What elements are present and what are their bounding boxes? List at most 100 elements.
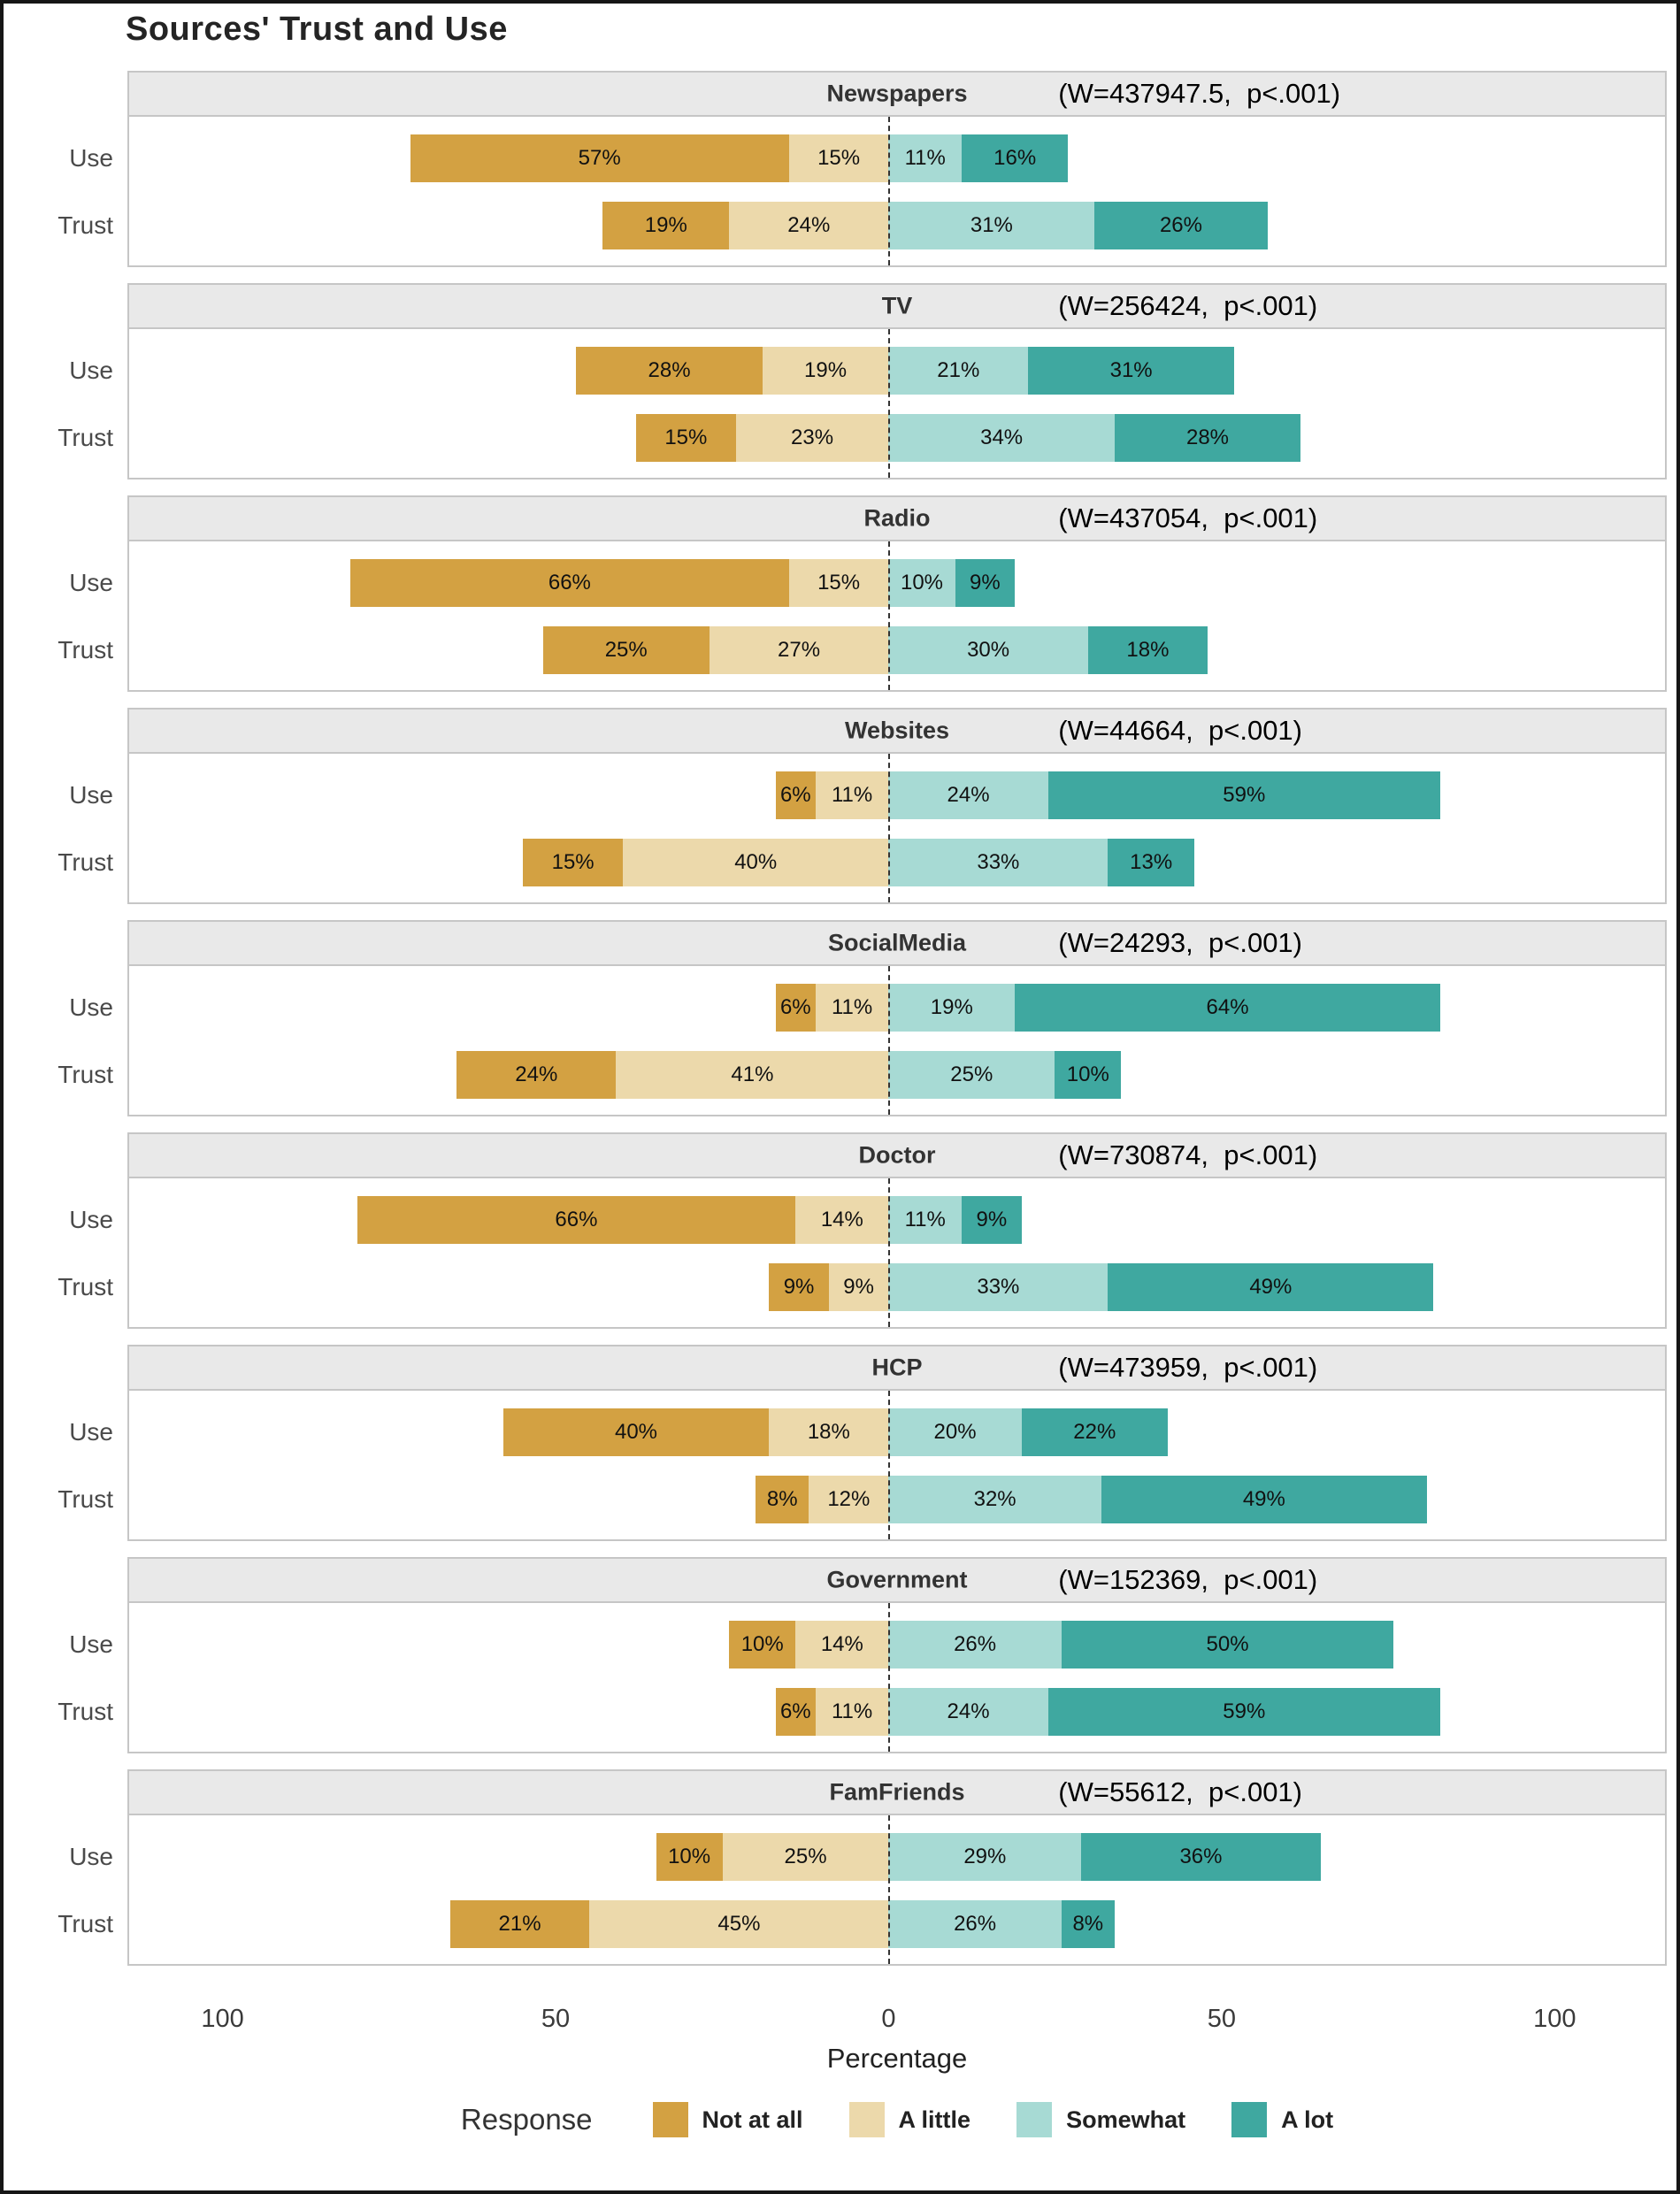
bar-value-label: 33% [977,850,1020,874]
bar-segment-not-at-all: 6% [775,984,816,1032]
row-label: Use [69,1206,113,1233]
row-label: Trust [58,1485,113,1513]
panel-source-name: Websites [844,717,950,744]
bar-value-label: 28% [1185,426,1230,449]
bar-value-label: 31% [1109,358,1153,382]
bar-segment-not-at-all: 25% [542,626,710,674]
bar-segment-a-lot: 9% [962,1196,1022,1244]
chart-title: Sources' Trust and Use [126,11,508,48]
panel-strip: Government (W=152369, p<.001) [129,1559,1665,1603]
bar-value-label: 12% [827,1487,871,1511]
x-tick-label: 100 [1533,2005,1576,2033]
bar-value-label: 26% [954,1632,997,1656]
bar-segment-a-little: 24% [729,202,889,249]
bar-value-label: 40% [614,1420,658,1444]
panel-stat: (W=44664, p<.001) [1058,715,1302,746]
bar-value-label: 19% [644,213,687,237]
bar-segment-a-lot: 28% [1114,414,1301,462]
panel-strip: Radio (W=437054, p<.001) [129,497,1665,541]
bar-value-label: 13% [1130,850,1173,874]
bar-segment-not-at-all: 21% [449,1900,590,1948]
legend-item-label: A lot [1281,2106,1334,2133]
zero-line [888,117,891,265]
bar-value-label: 9% [976,1208,1008,1231]
bar-value-label: 8% [766,1487,798,1511]
bar-value-label: 20% [933,1420,977,1444]
zero-line [888,1178,891,1327]
panel-bar-area: Use 66% 15% 10% 9% Trust 25% 27% 30% 18% [58,541,1665,690]
panel-bar-area: Use 28% 19% 21% 31% Trust 15% 23% 34% 28% [58,329,1665,478]
row-label: Use [69,781,113,809]
bar-segment-somewhat: 34% [888,414,1115,462]
bar-value-label: 49% [1242,1487,1285,1511]
bar-value-label: 15% [664,426,708,449]
bar-value-label: 22% [1073,1420,1116,1444]
bar-value-label: 11% [831,995,873,1019]
bar-segment-a-little: 14% [795,1621,889,1669]
bar-value-label: 41% [731,1062,774,1086]
bar-value-label: 18% [1126,638,1170,662]
bar-value-label: 18% [807,1420,850,1444]
bar-segment-somewhat: 20% [888,1408,1022,1456]
x-tick-label: 0 [881,2005,896,2033]
bar-row-use: Use 6% 11% 24% 59% [69,771,1665,819]
bar-value-label: 27% [778,638,821,662]
x-axis: 100 50 0 50 100 [127,2005,1667,2037]
bar-segment-somewhat: 26% [888,1621,1062,1669]
bar-value-label: 10% [740,1632,784,1656]
bar-segment-somewhat: 25% [888,1051,1055,1099]
bar-value-label: 10% [668,1845,711,1868]
x-tick-label: 50 [1207,2005,1237,2033]
bar-value-label: 59% [1223,1699,1266,1723]
bar-segment-somewhat: 24% [888,771,1048,819]
bar-value-label: 57% [578,146,621,170]
bar-row-trust: Trust 15% 23% 34% 28% [58,414,1665,462]
zero-line [888,1603,891,1752]
x-tick-label: 100 [201,2005,244,2033]
row-label: Trust [58,1273,113,1300]
zero-line [888,541,891,690]
bar-value-label: 25% [950,1062,993,1086]
bar-row-use: Use 40% 18% 20% 22% [69,1408,1665,1456]
bar-segment-a-little: 15% [788,559,889,607]
legend-items: Not at all A little Somewhat A lot [652,2102,1334,2137]
bar-value-label: 29% [963,1845,1007,1868]
bar-row-trust: Trust 9% 9% 33% 49% [58,1263,1665,1311]
bar-row-trust: Trust 8% 12% 32% 49% [58,1476,1665,1523]
bar-segment-a-little: 11% [815,1688,889,1736]
bar-value-label: 21% [937,358,980,382]
bar-value-label: 16% [993,146,1037,170]
bar-segment-somewhat: 31% [888,202,1095,249]
zero-line [888,754,891,902]
bar-segment-a-lot: 9% [955,559,1016,607]
bar-segment-a-little: 19% [762,347,889,395]
bar-value-label: 11% [831,783,873,807]
bar-segment-not-at-all: 15% [636,414,736,462]
bar-segment-a-little: 45% [589,1900,889,1948]
panel-hcp: HCP (W=473959, p<.001) Use 40% 18% 20% 22% Trus… [58,1345,1667,1541]
row-label: Use [69,569,113,596]
bar-segment-not-at-all: 24% [456,1051,617,1099]
panel-tv: TV (W=256424, p<.001) Use 28% 19% 21% 31% Trust… [58,283,1667,479]
bar-segment-not-at-all: 66% [357,1196,796,1244]
bar-segment-a-little: 11% [815,771,889,819]
bar-segment-somewhat: 10% [888,559,955,607]
panel-famfriends: FamFriends (W=55612, p<.001) Use 10% 25% 29% 3… [58,1769,1667,1966]
panel-doctor: Doctor (W=730874, p<.001) Use 66% 14% 11% 9% Tr… [58,1132,1667,1329]
x-tick-label: 50 [541,2005,571,2033]
bar-segment-a-lot: 26% [1094,202,1268,249]
bar-segment-a-little: 15% [788,134,889,182]
bar-value-label: 8% [1072,1912,1104,1936]
bar-value-label: 40% [734,850,778,874]
legend-item-not-at-all: Not at all [652,2102,803,2137]
bar-segment-a-lot: 59% [1047,771,1440,819]
bar-segment-a-little: 14% [795,1196,889,1244]
figure: Sources' Trust and Use Newspapers (W=4379… [4,4,1676,2190]
panel-strip: SocialMedia (W=24293, p<.001) [129,922,1665,966]
bar-segment-somewhat: 19% [888,984,1016,1032]
panel-bar-area: Use 40% 18% 20% 22% Trust 8% 12% 32% 49% [58,1391,1665,1539]
bar-segment-somewhat: 26% [888,1900,1062,1948]
bar-segment-not-at-all: 10% [656,1833,723,1881]
legend-swatch-a-lot [1231,2102,1268,2137]
